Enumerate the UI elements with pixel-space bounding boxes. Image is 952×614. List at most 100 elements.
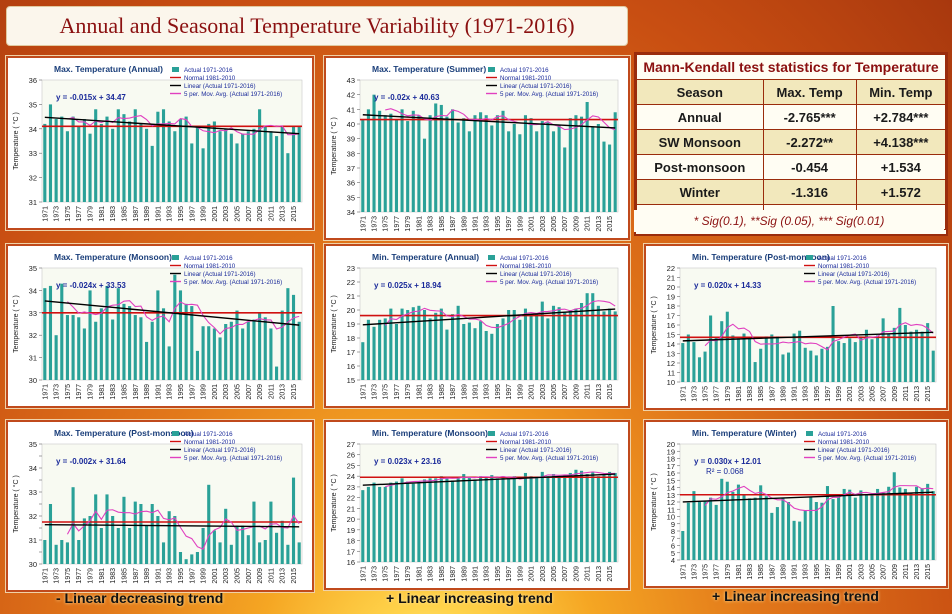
y-tick-label: 23 bbox=[347, 483, 355, 492]
bar bbox=[400, 109, 404, 212]
y-tick-label: 34 bbox=[347, 208, 355, 217]
y-tick-label: 22 bbox=[667, 264, 675, 273]
bar bbox=[931, 350, 935, 382]
y-tick-label: 16 bbox=[667, 321, 675, 330]
bar bbox=[563, 475, 567, 562]
y-tick-label: 4 bbox=[671, 556, 675, 565]
mk-min-value: +1.534 bbox=[855, 154, 947, 180]
x-tick-label: 2005 bbox=[551, 216, 558, 232]
bar bbox=[88, 516, 92, 564]
x-tick-label: 1983 bbox=[110, 384, 117, 400]
caption-increasing-trend-right: + Linear increasing trend bbox=[712, 588, 879, 604]
bar bbox=[781, 497, 785, 560]
y-tick-label: 21 bbox=[347, 292, 355, 301]
bar bbox=[709, 315, 713, 382]
x-tick-label: 2007 bbox=[246, 206, 253, 222]
bar bbox=[714, 504, 718, 560]
y-tick-label: 22 bbox=[347, 494, 355, 503]
bar bbox=[608, 144, 612, 212]
mk-row: SW Monsoon -2.272** +4.138*** bbox=[636, 129, 947, 155]
bar bbox=[920, 331, 924, 382]
y-tick-label: 33 bbox=[29, 149, 37, 158]
bar bbox=[133, 315, 137, 380]
bar bbox=[864, 495, 868, 560]
bar bbox=[820, 348, 824, 382]
bar bbox=[439, 308, 443, 380]
bar bbox=[88, 133, 92, 202]
x-tick-label: 1999 bbox=[201, 206, 208, 222]
legend-label-linear: Linear (Actual 1971-2016) bbox=[184, 83, 256, 90]
bar bbox=[128, 306, 132, 380]
x-tick-label: 2013 bbox=[280, 568, 287, 584]
y-tick-label: 32 bbox=[29, 174, 37, 183]
y-tick-label: 37 bbox=[347, 164, 355, 173]
bar bbox=[422, 310, 427, 380]
bar bbox=[546, 476, 550, 562]
x-tick-label: 1991 bbox=[472, 566, 479, 582]
bar bbox=[378, 319, 382, 380]
bar bbox=[602, 141, 606, 212]
x-tick-label: 1993 bbox=[167, 384, 174, 400]
x-tick-label: 1987 bbox=[450, 566, 457, 582]
legend-label-actual: Actual 1971-2016 bbox=[184, 431, 233, 438]
y-tick-label: 36 bbox=[29, 76, 37, 85]
x-tick-label: 2001 bbox=[212, 384, 219, 400]
bar bbox=[201, 528, 205, 564]
x-tick-label: 2013 bbox=[914, 386, 921, 402]
y-tick-label: 14 bbox=[667, 340, 675, 349]
x-tick-label: 2001 bbox=[847, 386, 854, 402]
bar bbox=[184, 303, 188, 380]
bar bbox=[557, 307, 561, 380]
bar bbox=[252, 501, 256, 564]
bar bbox=[501, 318, 505, 380]
title-banner: Annual and Seasonal Temperature Variabil… bbox=[6, 6, 628, 46]
bar bbox=[613, 472, 617, 562]
x-tick-label: 2005 bbox=[551, 566, 558, 582]
bar bbox=[48, 104, 53, 202]
x-tick-label: 1975 bbox=[65, 384, 72, 400]
chart-title: Min. Temperature (Post-monsoon) bbox=[692, 252, 830, 262]
bar bbox=[848, 489, 852, 560]
bar bbox=[523, 115, 527, 212]
bar bbox=[111, 128, 115, 202]
y-tick-label: 16 bbox=[347, 362, 355, 371]
x-tick-label: 2009 bbox=[257, 206, 264, 222]
chart-max-annual-panel: 31 32 33 34 35 36 Temperature ( °C ) 1971 1973 19… bbox=[6, 56, 314, 230]
mk-row: Annual -2.765*** +2.784*** bbox=[636, 104, 947, 130]
bar bbox=[613, 311, 617, 380]
x-tick-label: 1973 bbox=[54, 384, 61, 400]
x-tick-label: 1999 bbox=[517, 216, 524, 232]
y-tick-label: 31 bbox=[29, 354, 37, 363]
bar bbox=[507, 131, 511, 212]
bar bbox=[781, 354, 785, 382]
x-tick-label: 1979 bbox=[405, 384, 412, 400]
bar bbox=[792, 520, 796, 560]
x-tick-label: 2015 bbox=[291, 568, 298, 584]
bar bbox=[742, 333, 746, 382]
bar bbox=[43, 540, 47, 564]
y-tick-label: 21 bbox=[667, 274, 675, 283]
bar bbox=[94, 109, 98, 202]
bar bbox=[246, 321, 250, 380]
bar bbox=[116, 109, 120, 202]
bar bbox=[229, 321, 233, 380]
bar bbox=[263, 317, 267, 380]
bar bbox=[229, 133, 233, 202]
bar bbox=[775, 336, 779, 382]
x-tick-label: 2009 bbox=[573, 384, 580, 400]
bar bbox=[383, 115, 387, 212]
bar bbox=[291, 477, 296, 564]
x-tick-label: 1981 bbox=[736, 564, 743, 580]
chart-max-summer-panel: 34 35 36 37 38 39 40 41 42 43 Temperature ( °C ) 19… bbox=[324, 56, 630, 240]
x-tick-label: 2011 bbox=[903, 386, 910, 401]
bar bbox=[742, 494, 746, 560]
x-tick-label: 1981 bbox=[416, 566, 423, 582]
bar bbox=[428, 115, 432, 212]
x-tick-label: 1995 bbox=[814, 386, 821, 402]
bar bbox=[703, 351, 707, 382]
x-tick-label: 1977 bbox=[394, 384, 401, 400]
x-tick-label: 1983 bbox=[110, 568, 117, 584]
bar bbox=[201, 148, 205, 202]
